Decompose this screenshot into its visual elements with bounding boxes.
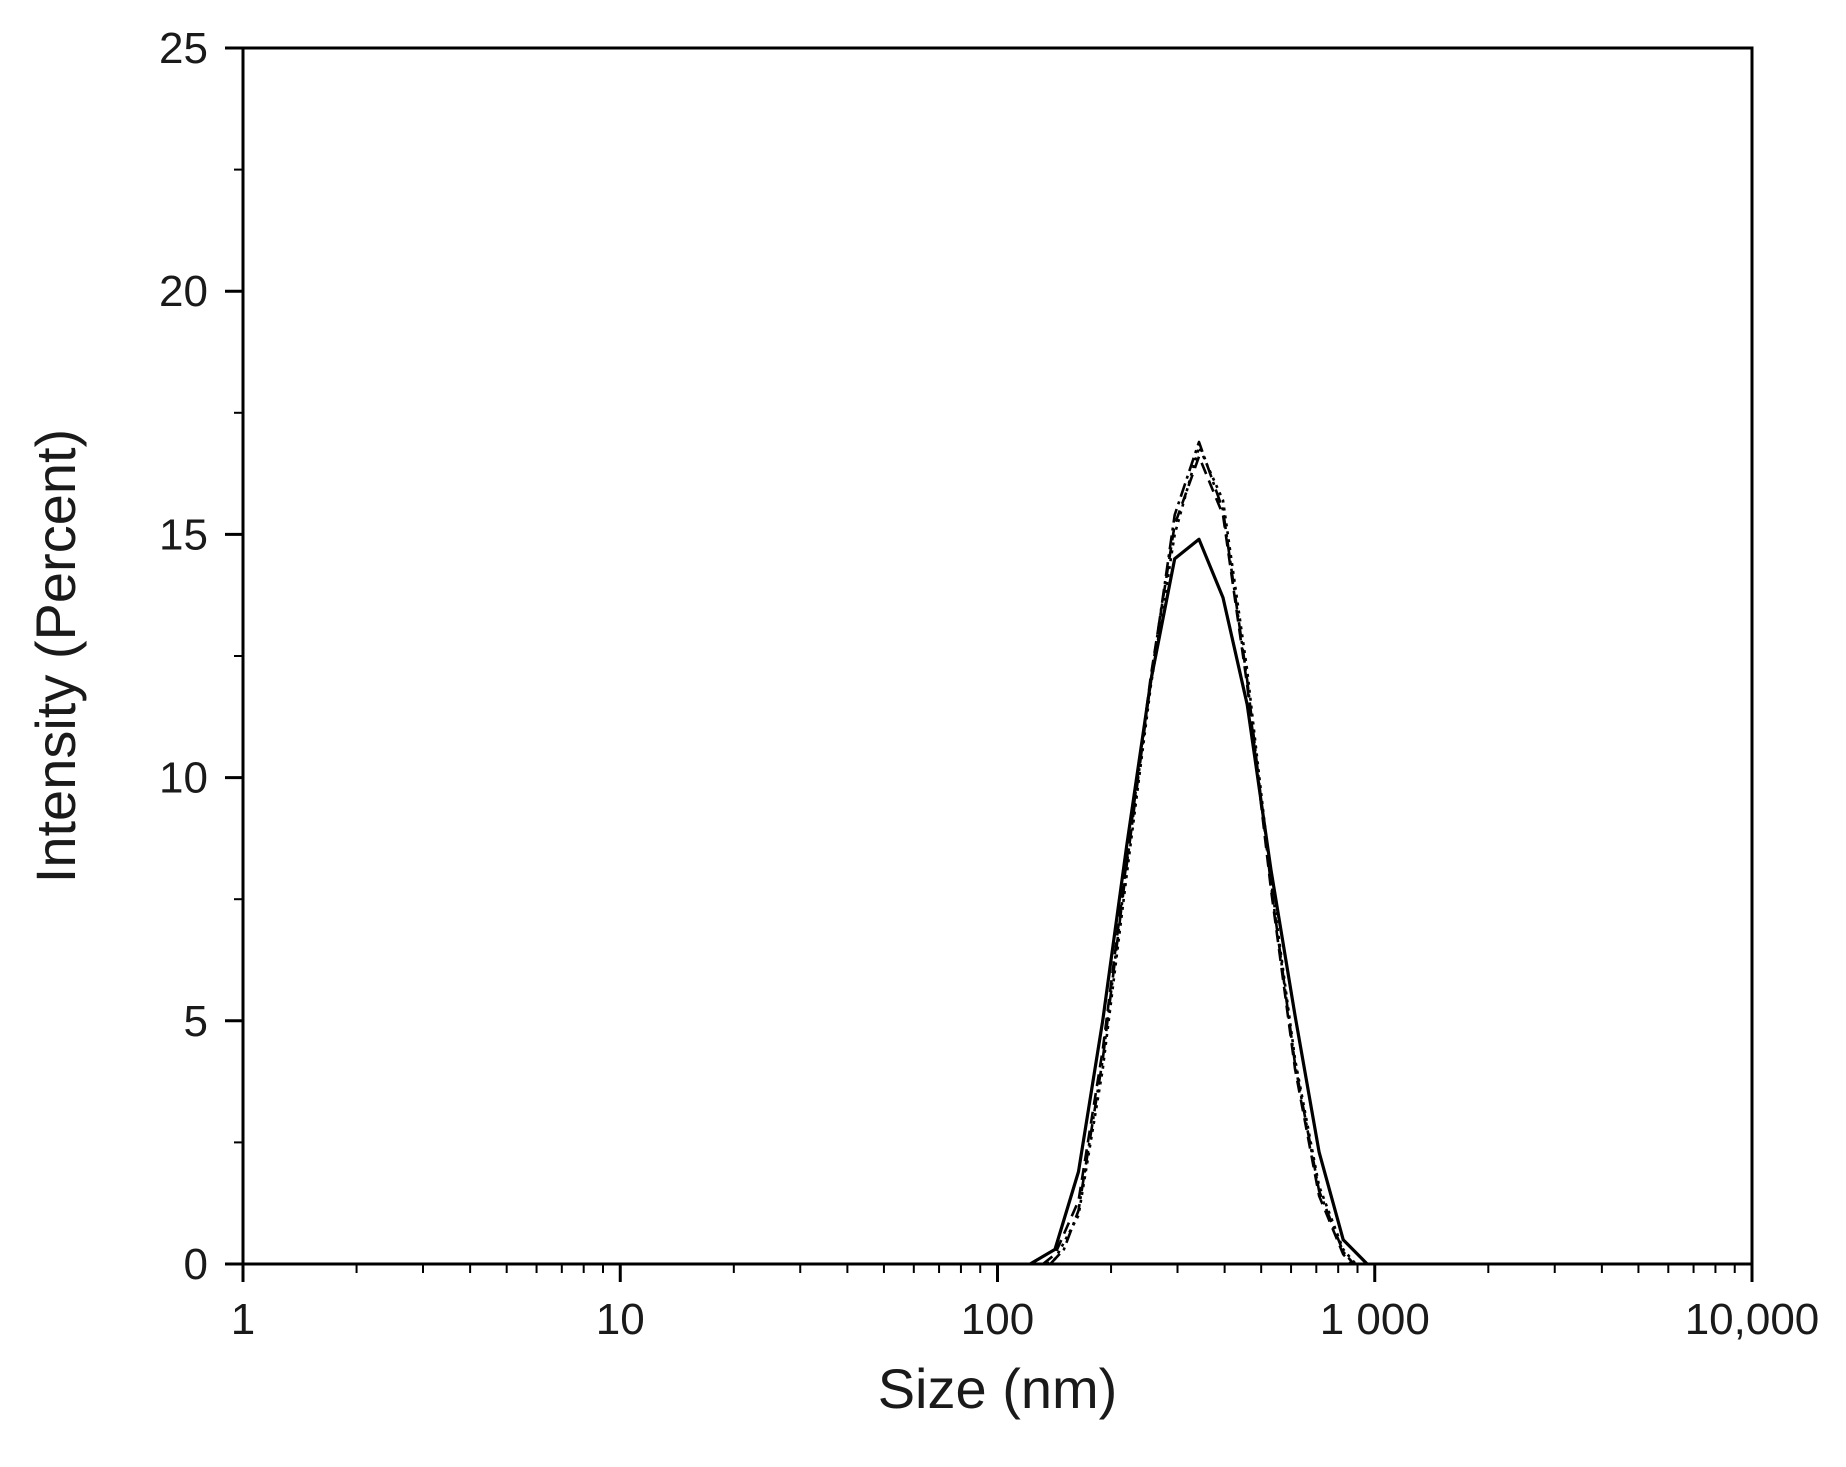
y-tick-label: 0	[184, 1240, 208, 1289]
series-line-dashed	[1042, 455, 1353, 1266]
tick-labels: 1 10 100 1 000 10,000 0 5 10 15 20 25	[159, 24, 1819, 1344]
x-tick-label: 100	[961, 1295, 1034, 1344]
y-tick-label: 25	[159, 24, 208, 73]
x-axis-title: Size (nm)	[878, 1357, 1118, 1420]
series-lines	[1029, 440, 1369, 1266]
plot-frame	[241, 46, 1754, 1266]
y-tick-label: 15	[159, 510, 208, 559]
x-tick-label: 1	[231, 1295, 255, 1344]
series-line-solid	[1029, 537, 1369, 1266]
x-tick-label: 10,000	[1685, 1295, 1820, 1344]
x-tick-label: 1 000	[1320, 1295, 1430, 1344]
y-axis-title: Intensity (Percent)	[24, 429, 87, 883]
series-line-dash-dot	[1049, 440, 1355, 1265]
x-tick-label: 10	[596, 1295, 645, 1344]
y-tick-label: 10	[159, 754, 208, 803]
y-tick-label: 5	[184, 997, 208, 1046]
y-tick-label: 20	[159, 267, 208, 316]
series-line-dotted	[1046, 445, 1357, 1266]
